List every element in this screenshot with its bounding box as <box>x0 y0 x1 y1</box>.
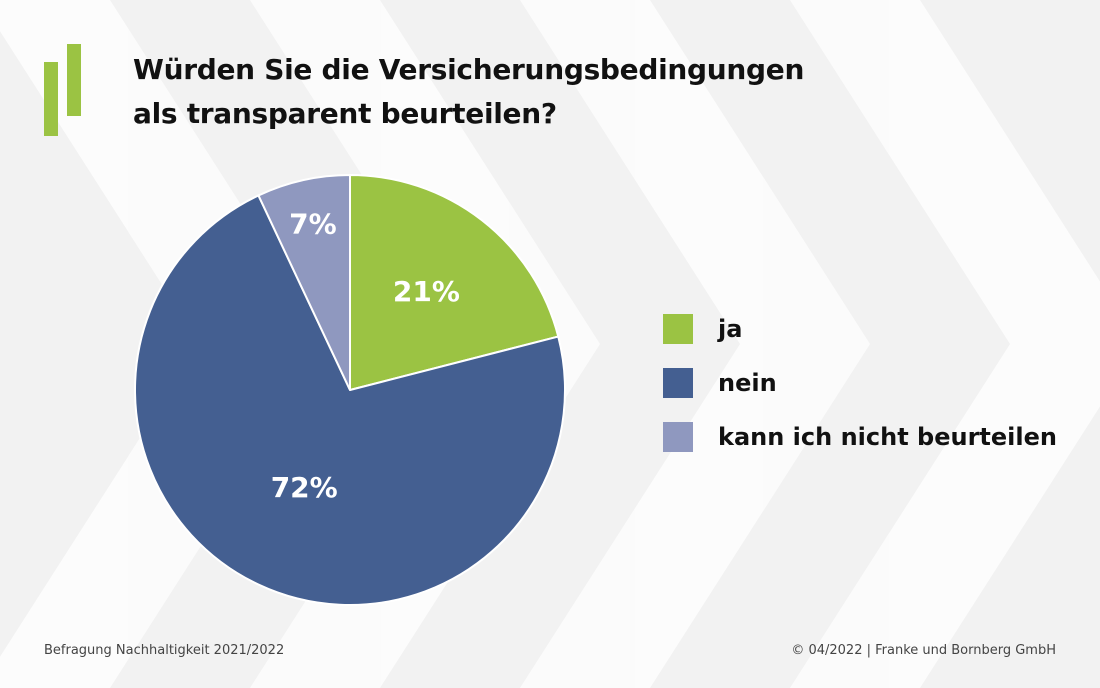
legend-swatch-ja <box>663 314 693 344</box>
chart-title: Würden Sie die Versicherungsbedingungen … <box>133 48 893 136</box>
footer-copyright: © 04/2022 | Franke und Bornberg GmbH <box>791 643 1056 658</box>
title-line-1: Würden Sie die Versicherungsbedingungen <box>133 53 805 86</box>
legend-label-kann-nicht: kann ich nicht beurteilen <box>718 423 1057 451</box>
legend-swatch-nein <box>663 368 693 398</box>
legend-swatch-kann-nicht <box>663 422 693 452</box>
pie-slice-nein <box>133 194 566 606</box>
brand-logo-icon <box>44 44 81 136</box>
footer-source: Befragung Nachhaltigkeit 2021/2022 <box>44 643 285 658</box>
legend-label-nein: nein <box>718 369 777 397</box>
title-line-2: als transparent beurteilen? <box>133 97 557 130</box>
pie-slice-label-kann-nicht: 7% <box>289 208 337 241</box>
pie-slice-ja <box>349 174 560 391</box>
pie-slice-kann-nicht <box>257 174 351 391</box>
pie-slice-label-ja: 21% <box>393 275 460 308</box>
legend-label-ja: ja <box>718 315 743 343</box>
pie-slice-label-nein: 72% <box>271 471 338 504</box>
